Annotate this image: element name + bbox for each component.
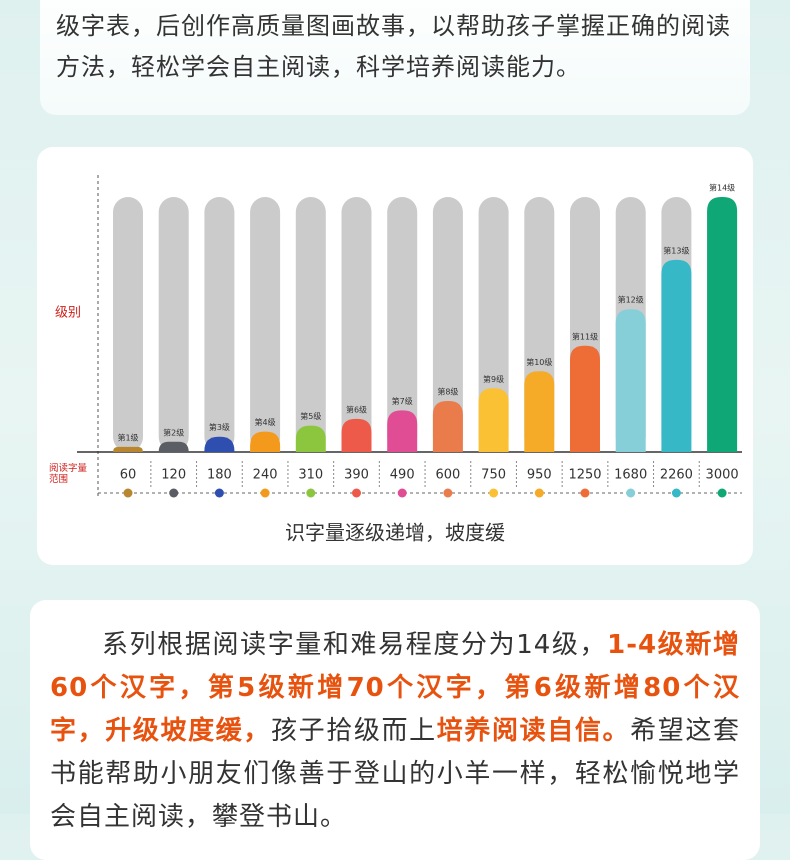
bar-track bbox=[113, 197, 143, 452]
value-dot bbox=[443, 488, 453, 498]
value-dot bbox=[306, 488, 316, 498]
bar bbox=[478, 388, 509, 452]
value-label: 180 bbox=[207, 468, 232, 483]
value-label: 120 bbox=[161, 468, 186, 483]
bar bbox=[158, 441, 189, 452]
bar-level-label: 第8级 bbox=[437, 387, 458, 397]
bar bbox=[524, 371, 555, 452]
bar bbox=[341, 418, 372, 452]
bar bbox=[295, 425, 326, 452]
bar-level-label: 第11级 bbox=[572, 331, 598, 341]
bar-level-label: 第9级 bbox=[483, 374, 504, 384]
value-dot bbox=[260, 488, 270, 498]
value-label: 310 bbox=[298, 468, 323, 483]
intro-text: 级字表，后创作高质量图画故事，以帮助孩子掌握正确的阅读方法，轻松学会自主阅读，科… bbox=[56, 12, 731, 81]
bar-track bbox=[478, 197, 509, 452]
value-label: 3000 bbox=[706, 468, 739, 483]
bar bbox=[615, 309, 646, 452]
value-label: 390 bbox=[344, 468, 369, 483]
chart-card: 级别 阅读字量范围 识字量逐级递增，坡度缓 第1级 60 第2级 120 第3级 180 第… bbox=[37, 147, 753, 565]
bar-level-label: 第6级 bbox=[346, 404, 367, 414]
intro-card: 级字表，后创作高质量图画故事，以帮助孩子掌握正确的阅读方法，轻松学会自主阅读，科… bbox=[40, 0, 750, 115]
bar-track bbox=[432, 197, 463, 452]
bar bbox=[432, 401, 463, 452]
caption: 识字量逐级递增，坡度缓 bbox=[285, 521, 505, 545]
description-text: 系列根据阅读字量和难易程度分为14级， bbox=[102, 630, 608, 660]
bar-track bbox=[387, 197, 418, 452]
page: 级字表，后创作高质量图画故事，以帮助孩子掌握正确的阅读方法，轻松学会自主阅读，科… bbox=[0, 0, 790, 832]
bar-track bbox=[158, 197, 189, 452]
description-text: 培养阅读自信。 bbox=[436, 716, 631, 746]
x-axis-label: 阅读字量范围 bbox=[49, 463, 88, 485]
bar-track bbox=[295, 197, 326, 452]
bar bbox=[204, 436, 235, 452]
bar bbox=[570, 345, 600, 452]
bar bbox=[387, 410, 418, 452]
value-label: 60 bbox=[120, 468, 137, 483]
x-label-box: 阅读字量范围 bbox=[49, 463, 88, 485]
value-label: 2260 bbox=[660, 468, 693, 483]
value-dot bbox=[352, 488, 361, 498]
value-dot bbox=[489, 488, 499, 498]
value-dot bbox=[580, 488, 590, 498]
bar-level-label: 第12级 bbox=[618, 295, 644, 305]
chart: 级别 阅读字量范围 识字量逐级递增，坡度缓 第1级 60 第2级 120 第3级 180 第… bbox=[49, 175, 742, 545]
value-label: 1250 bbox=[568, 468, 601, 483]
value-dot bbox=[626, 488, 636, 498]
bar-track bbox=[204, 197, 235, 452]
value-label: 750 bbox=[481, 468, 506, 483]
bar bbox=[250, 431, 281, 452]
y-axis-label: 级别 bbox=[55, 306, 81, 321]
bar-level-label: 第13级 bbox=[663, 245, 689, 255]
bar bbox=[113, 446, 143, 452]
value-dot bbox=[169, 488, 179, 498]
value-dot bbox=[214, 488, 224, 498]
value-label: 950 bbox=[527, 468, 552, 483]
bar-level-label: 第2级 bbox=[163, 427, 184, 437]
bar-level-label: 第3级 bbox=[209, 422, 230, 432]
bar-level-label: 第1级 bbox=[117, 432, 138, 442]
value-label: 490 bbox=[390, 468, 415, 483]
description-text: 1-4级新增60个汉字，第5级新增70个汉字，第6级新增80个汉字，升级坡度缓， bbox=[50, 630, 740, 746]
bar-level-label: 第5级 bbox=[300, 411, 321, 421]
value-dot bbox=[123, 488, 133, 498]
bar-level-label: 第14级 bbox=[709, 183, 735, 193]
bar bbox=[661, 259, 692, 452]
value-dot bbox=[534, 488, 544, 498]
value-dot bbox=[717, 488, 727, 498]
value-label: 600 bbox=[435, 468, 460, 483]
description-card: 系列根据阅读字量和难易程度分为14级，1-4级新增60个汉字，第5级新增70个汉… bbox=[30, 600, 760, 860]
value-dot bbox=[671, 488, 681, 498]
bar-track bbox=[250, 197, 281, 452]
description-text: 孩子拾级而上 bbox=[270, 716, 437, 746]
value-label: 1680 bbox=[614, 468, 647, 483]
bar-level-label: 第7级 bbox=[392, 396, 413, 406]
bar bbox=[707, 197, 738, 452]
bar-level-label: 第4级 bbox=[255, 417, 276, 427]
value-dot bbox=[397, 488, 407, 498]
value-label: 240 bbox=[253, 468, 278, 483]
bar-level-label: 第10级 bbox=[526, 357, 552, 367]
bar-track bbox=[341, 197, 372, 452]
